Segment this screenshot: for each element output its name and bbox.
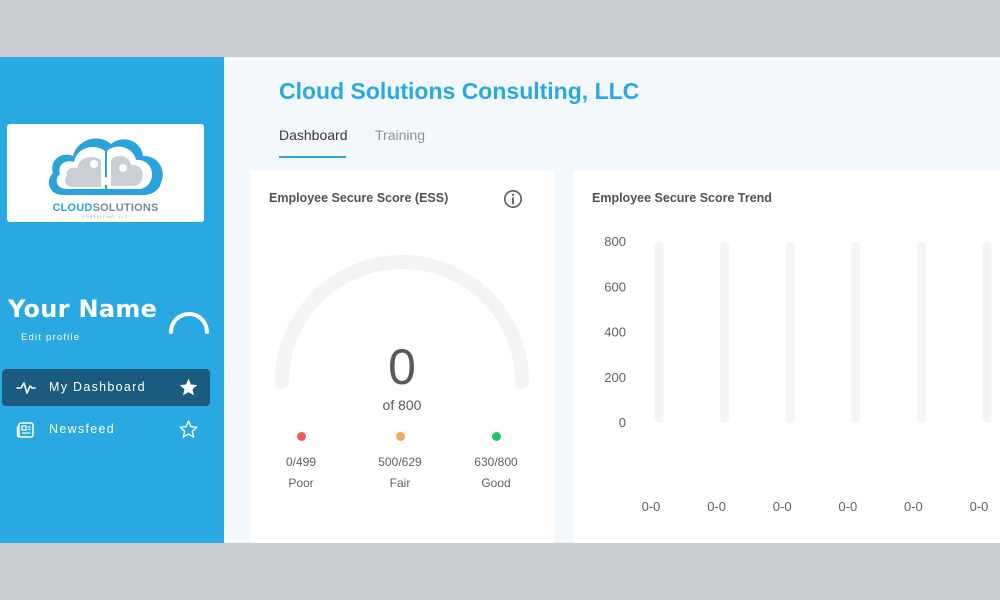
ess-card: Employee Secure Score (ESS) 0 of 800 0/4… [250, 170, 554, 543]
legend-range: 0/499 [285, 455, 317, 469]
logo-wordmark: CLOUDSOLUTIONS [7, 202, 204, 214]
bar-track [785, 242, 795, 423]
ess-score-max: of 800 [382, 397, 422, 413]
tab-dashboard[interactable]: Dashboard [279, 127, 348, 143]
bar-track [916, 242, 926, 423]
trend-card: Employee Secure Score Trend 0 200 400 600 80… [573, 170, 1000, 543]
edit-profile-link[interactable]: Edit profile [21, 332, 81, 343]
x-tick-label: 0-0 [838, 499, 857, 514]
bar-track [720, 242, 730, 423]
star-filled-icon[interactable] [178, 377, 199, 398]
trend-card-title: Employee Secure Score Trend [592, 191, 772, 205]
sidebar-item-label: My Dashboard [49, 380, 146, 394]
info-icon[interactable] [503, 189, 523, 209]
profile-progress-arc [169, 312, 209, 334]
app-window: CLOUDSOLUTIONS CONSULTING, LLC Your Name… [0, 57, 1000, 543]
legend-dot [395, 432, 405, 441]
legend-good: 630/800 Good [456, 432, 536, 490]
active-tab-indicator [279, 156, 346, 158]
sidebar: CLOUDSOLUTIONS CONSULTING, LLC Your Name… [0, 57, 224, 543]
x-tick-label: 0-0 [970, 499, 989, 514]
gauge-track [275, 255, 529, 389]
cloud-logo-icon [48, 138, 163, 195]
legend-label: Fair [389, 476, 411, 490]
bar-track [982, 242, 992, 423]
legend-fair: 500/629 Fair [360, 432, 440, 490]
bar-track [654, 242, 664, 423]
y-tick-label: 400 [604, 325, 626, 340]
sidebar-item-label: Newsfeed [49, 422, 115, 436]
sidebar-item-my-dashboard[interactable]: My Dashboard [2, 369, 210, 406]
x-tick-label: 0-0 [707, 499, 726, 514]
logo-subtitle: CONSULTING, LLC [82, 215, 129, 219]
x-tick-label: 0-0 [773, 499, 792, 514]
newspaper-icon [16, 422, 34, 438]
legend-label: Good [481, 476, 511, 490]
ess-gauge [275, 255, 529, 389]
legend-range: 500/629 [378, 455, 422, 469]
trend-chart: 0 200 400 600 800 0-0 0-0 0-0 0-0 0-0 0-0 [604, 234, 992, 514]
logo-word-cloud: CLOUD [52, 202, 93, 214]
y-tick-label: 800 [604, 234, 626, 249]
bar-track [851, 242, 861, 423]
tab-training[interactable]: Training [375, 127, 426, 143]
y-tick-label: 0 [619, 415, 626, 430]
legend-poor: 0/499 Poor [261, 432, 341, 490]
user-name: Your Name [8, 295, 158, 323]
y-tick-label: 600 [604, 279, 626, 294]
legend-dot [296, 432, 306, 441]
company-logo: CLOUDSOLUTIONS CONSULTING, LLC [7, 124, 204, 222]
legend-label: Poor [288, 476, 314, 490]
y-tick-label: 200 [604, 370, 626, 385]
activity-icon [16, 382, 36, 394]
ess-score-value: 0 [388, 339, 416, 395]
logo-word-solutions: SOLUTIONS [92, 202, 159, 214]
sidebar-item-newsfeed[interactable]: Newsfeed [2, 411, 210, 448]
legend-dot [491, 432, 501, 441]
legend-range: 630/800 [474, 455, 518, 469]
ess-card-title: Employee Secure Score (ESS) [269, 191, 449, 205]
x-tick-label: 0-0 [642, 499, 661, 514]
page-title: Cloud Solutions Consulting, LLC [279, 78, 640, 104]
x-tick-label: 0-0 [904, 499, 923, 514]
star-outline-icon[interactable] [178, 419, 199, 440]
